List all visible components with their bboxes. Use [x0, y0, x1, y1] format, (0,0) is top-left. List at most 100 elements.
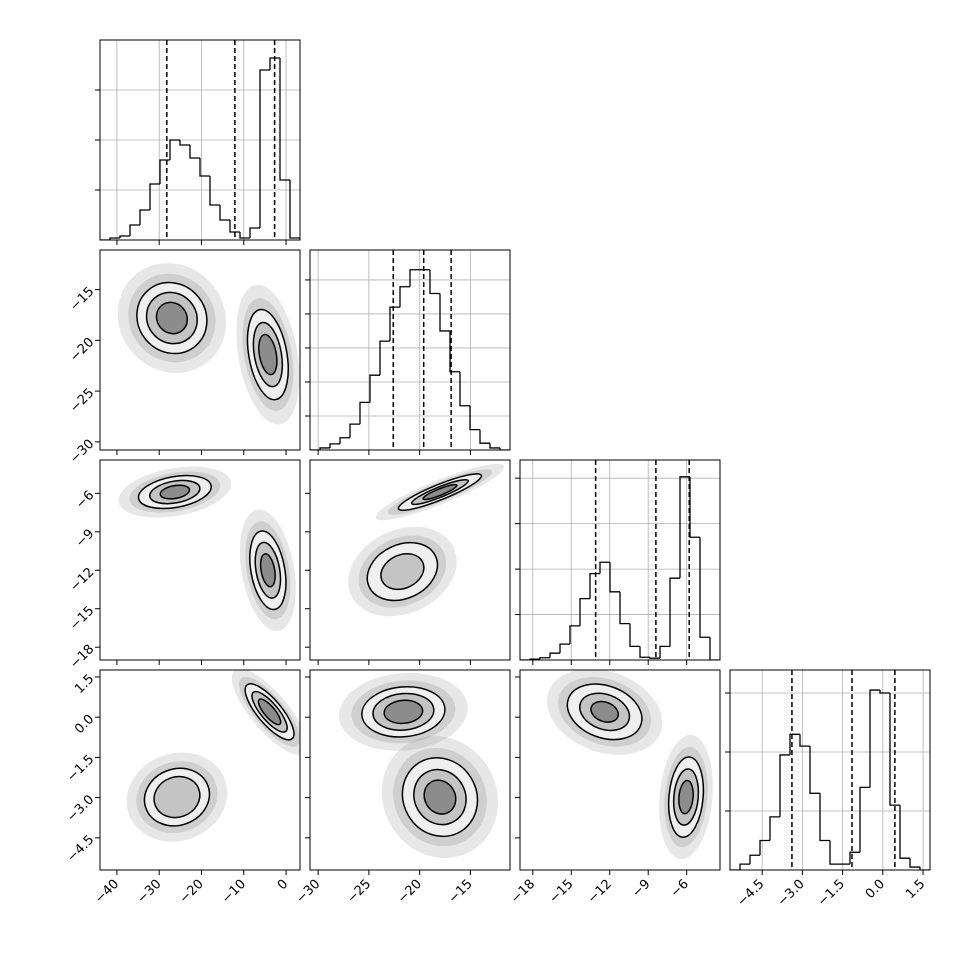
histogram-step — [809, 746, 820, 794]
histogram-step — [739, 863, 750, 870]
histogram-step — [439, 293, 450, 332]
x-tick-label: 1.5 — [903, 877, 928, 902]
panel — [520, 460, 720, 660]
histogram-step — [879, 690, 890, 694]
histogram-step — [649, 657, 660, 659]
x-tick-label: −12 — [585, 877, 615, 907]
histogram-step — [399, 286, 410, 308]
histogram-step — [829, 840, 840, 865]
histogram-step — [769, 816, 780, 841]
x-tick-label: −18 — [508, 877, 538, 907]
histogram-step — [389, 306, 400, 342]
histogram-step — [799, 734, 810, 747]
histogram-step — [289, 180, 300, 240]
panel — [310, 250, 510, 450]
histogram-step — [599, 561, 610, 574]
histogram-step — [689, 476, 700, 538]
panel — [348, 463, 505, 617]
x-tick-label: −40 — [92, 877, 122, 907]
x-tick-label: −15 — [547, 877, 577, 907]
histogram-step — [369, 374, 380, 403]
panel — [546, 670, 713, 860]
contour — [159, 484, 191, 500]
panel-frame — [99, 459, 301, 661]
histogram-step — [589, 572, 600, 599]
x-tick-label: −30 — [293, 877, 323, 907]
histogram-step — [919, 867, 930, 870]
histogram-step — [149, 183, 160, 210]
histogram-step — [409, 269, 420, 287]
histogram-step — [329, 443, 340, 448]
x-tick-label: 0.0 — [863, 877, 888, 902]
histogram-step — [269, 57, 280, 70]
histogram-step — [549, 652, 560, 658]
panel — [730, 670, 930, 870]
y-tick-label: −30 — [67, 437, 97, 467]
histogram-step — [559, 643, 570, 654]
histogram-step — [109, 237, 120, 240]
histogram-step — [629, 623, 640, 648]
y-tick-label: −12 — [67, 565, 97, 595]
histogram-step — [709, 637, 720, 660]
y-tick-label: −1.5 — [64, 752, 97, 785]
histogram-step — [679, 476, 690, 579]
histogram-step — [119, 235, 130, 238]
panel-frame — [99, 39, 301, 241]
histogram-step — [319, 447, 330, 450]
y-tick-label: −9 — [73, 526, 97, 550]
histogram-step — [219, 205, 230, 221]
contour — [258, 333, 278, 376]
histogram-step — [359, 401, 370, 425]
histogram-step — [609, 562, 620, 593]
histogram-step — [379, 340, 390, 376]
histogram-step — [819, 793, 830, 842]
y-tick-label: 1.5 — [72, 672, 97, 697]
panel-frame — [519, 669, 721, 871]
histogram-step — [249, 227, 260, 238]
histogram-step — [579, 597, 590, 626]
y-tick-label: −18 — [67, 642, 97, 672]
histogram-step — [209, 176, 220, 206]
histogram-step — [449, 330, 460, 373]
y-tick-label: −25 — [67, 386, 97, 416]
y-tick-label: −15 — [67, 603, 97, 633]
histogram-step — [489, 443, 500, 449]
panel-frame — [309, 459, 511, 661]
histogram-step — [849, 851, 860, 865]
histogram-step — [869, 689, 880, 788]
histogram-step — [459, 371, 470, 407]
histogram-step — [659, 645, 670, 659]
x-tick-label: −10 — [219, 877, 249, 907]
contour — [257, 698, 282, 726]
x-tick-label: −4.5 — [735, 877, 768, 910]
histogram-step — [139, 209, 150, 225]
x-tick-label: 0 — [275, 877, 291, 893]
contour — [678, 779, 694, 815]
y-tick-label: −20 — [67, 335, 97, 365]
contour — [383, 699, 424, 725]
histogram-step — [859, 786, 870, 853]
panel — [100, 40, 300, 240]
histogram-step — [499, 447, 510, 450]
y-tick-label: −3.0 — [64, 792, 97, 825]
contour — [259, 553, 276, 588]
histogram-step — [899, 805, 910, 859]
histogram-step — [699, 537, 710, 638]
x-tick-label: −9 — [629, 877, 653, 901]
histogram-step — [179, 140, 190, 146]
histogram-step — [199, 158, 210, 177]
panel — [126, 670, 300, 842]
histogram-step — [129, 224, 140, 236]
panel — [339, 672, 499, 859]
x-tick-label: −15 — [446, 877, 476, 907]
x-tick-label: −20 — [177, 877, 207, 907]
histogram-step — [159, 159, 170, 184]
y-tick-label: −15 — [67, 284, 97, 314]
histogram-step — [669, 577, 680, 647]
contour — [423, 779, 457, 815]
histogram-step — [259, 69, 270, 228]
y-tick-label: −6 — [73, 488, 97, 512]
histogram-step — [229, 220, 240, 233]
